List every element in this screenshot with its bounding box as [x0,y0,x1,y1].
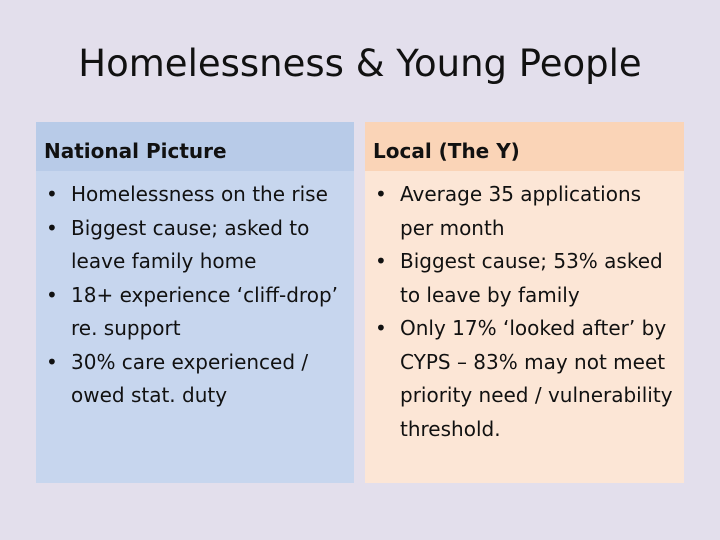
local-list: • Average 35 applications per month • Bigg… [365,171,684,446]
list-item: • 30% care experienced / owed stat. duty [44,346,354,413]
list-item: • Biggest cause; 53% asked to leave by fa… [373,245,684,312]
national-picture-panel: National Picture • Homelessness on the ri… [36,122,354,483]
local-heading: Local (The Y) [365,122,684,171]
bullet-icon: • [375,182,387,206]
local-panel: Local (The Y) • Average 35 applications p… [365,122,684,483]
bullet-icon: • [46,282,58,307]
national-picture-list: • Homelessness on the rise • Biggest cause… [36,171,354,413]
slide-title: Homelessness & Young People [78,42,642,85]
list-item: • Only 17% ‘looked after’ by CYPS – 83% m… [373,312,684,446]
national-picture-heading: National Picture [36,122,354,171]
list-item: • Average 35 applications per month [373,178,684,245]
list-item: • Homelessness on the rise [44,178,354,212]
bullet-icon: • [46,349,58,374]
bullet-icon: • [375,316,387,340]
list-item: • 18+ experience ‘cliff-drop’ re. support [44,279,354,346]
bullet-icon: • [46,215,58,240]
bullet-icon: • [46,182,58,206]
list-item: • Biggest cause; asked to leave family ho… [44,212,354,279]
bullet-icon: • [375,249,387,273]
